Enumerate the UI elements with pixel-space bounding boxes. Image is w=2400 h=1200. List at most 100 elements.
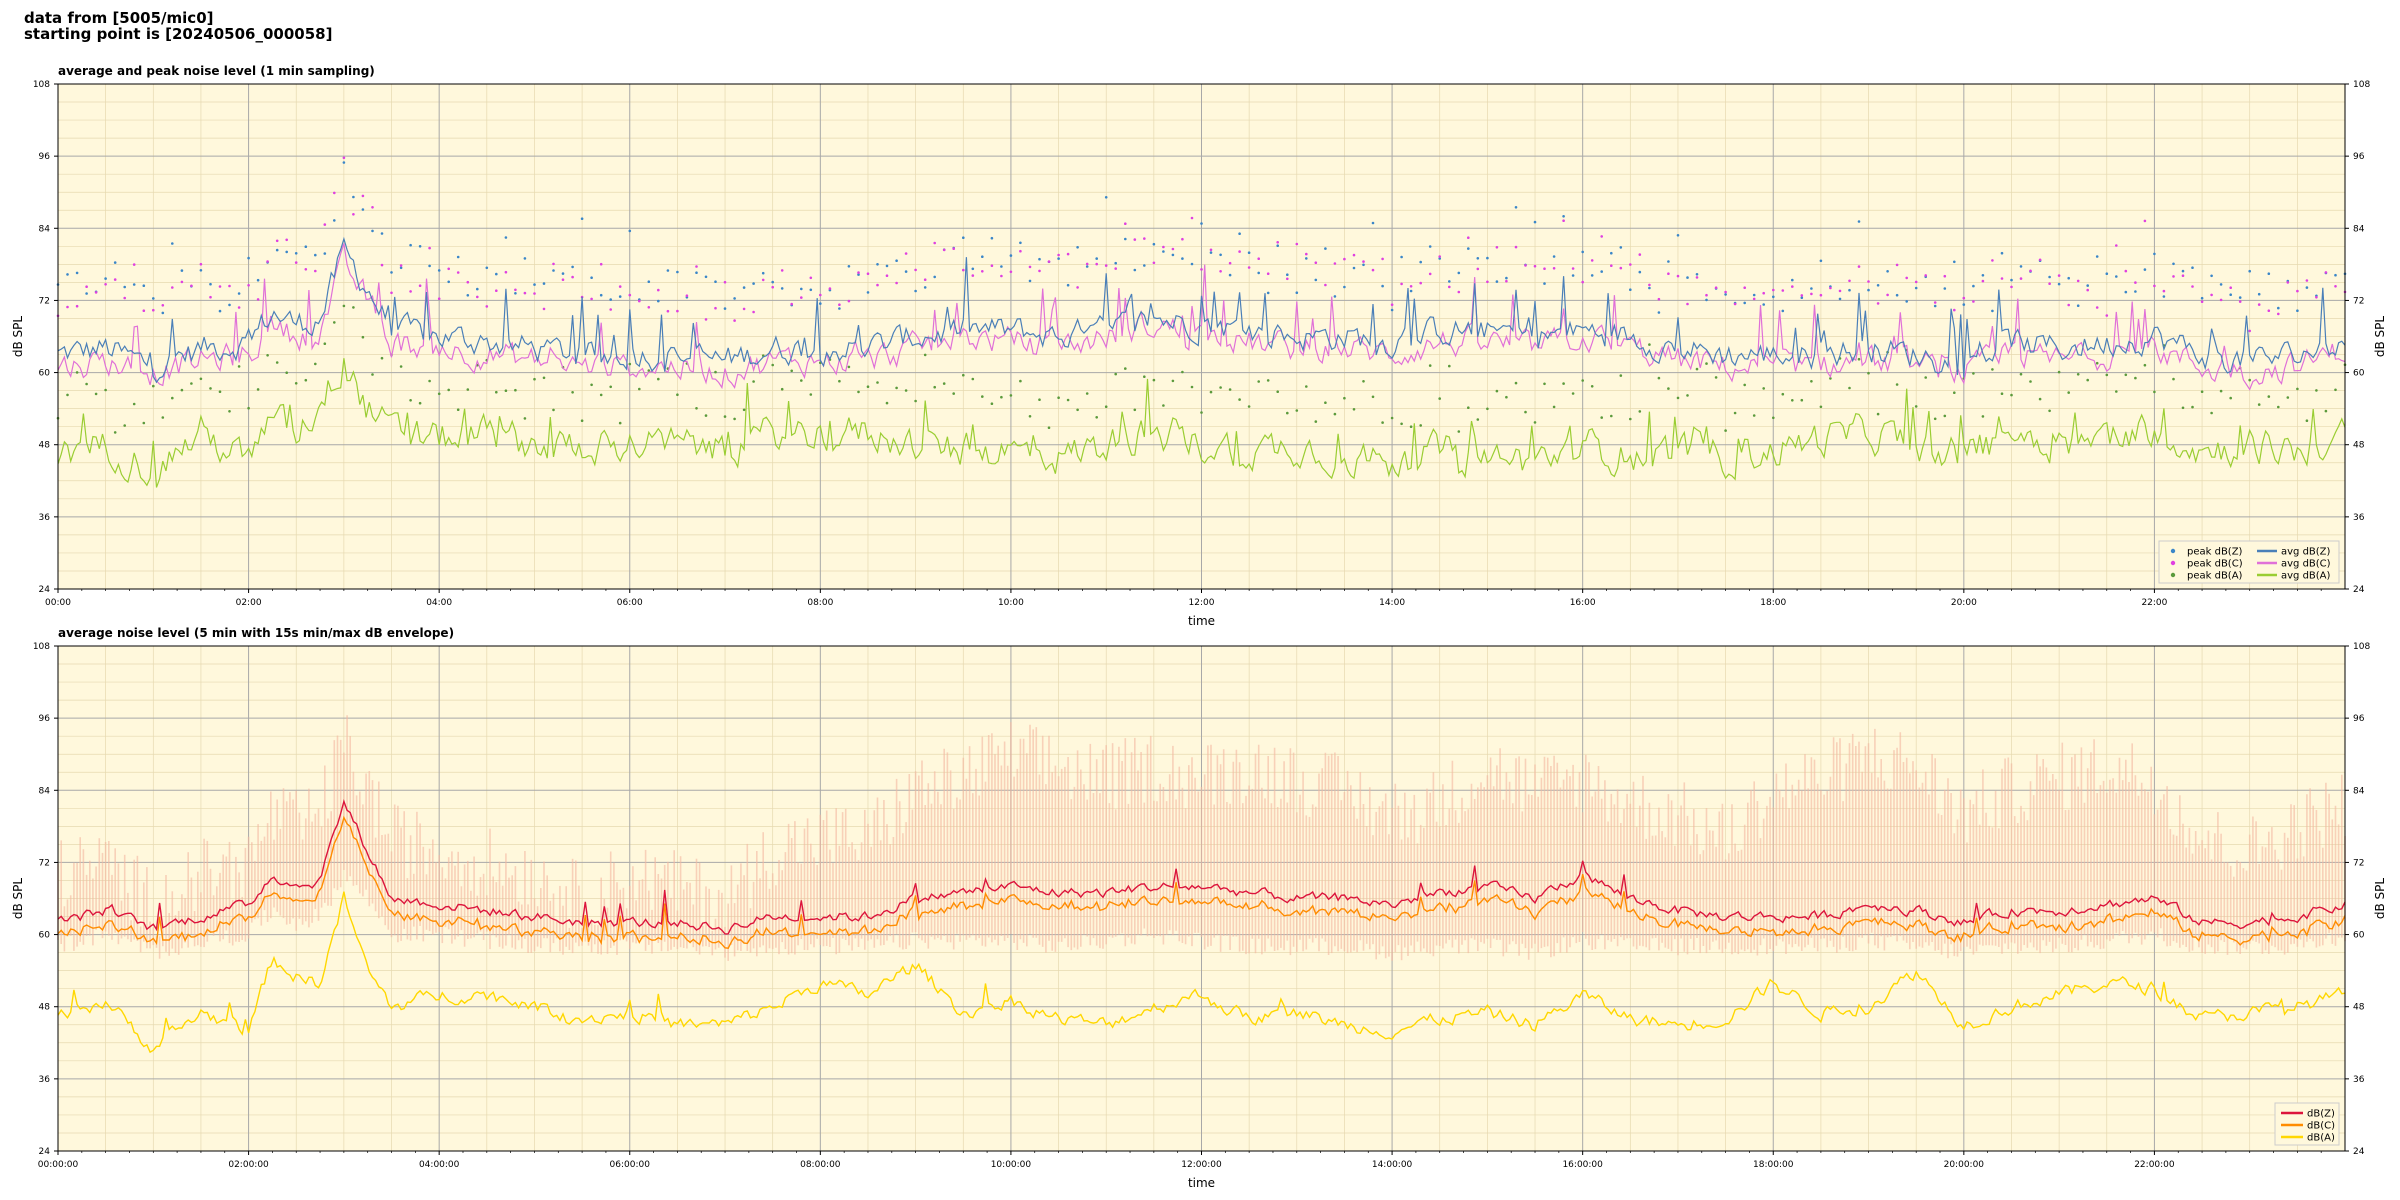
peak-c-dot [2086,288,2089,292]
peak-c-dot [1200,268,1203,271]
legend-label: peak dB(Z) [2187,547,2243,558]
peak-c-dot [933,241,936,245]
peak-z-dot [2277,306,2280,310]
peak-a-dot [304,378,308,382]
peak-c-dot [2057,274,2061,277]
peak-c-dot [1019,249,1022,253]
peak-z-dot [1371,221,1375,225]
peak-c-dot [981,270,984,273]
y-tick-label: 72 [39,858,50,868]
y-tick-label: 84 [39,786,51,796]
peak-z-dot [1457,271,1461,275]
peak-z-dot [1743,301,1746,305]
peak-z-dot [1362,263,1365,267]
peak-c-dot [1171,247,1175,251]
peak-z-dot [1000,265,1003,268]
legend-label: dB(Z) [2307,1109,2335,1120]
peak-a-dot [1228,388,1232,391]
peak-z-dot [800,287,803,291]
peak-c-dot [1695,276,1699,279]
peak-c-dot [780,269,784,272]
peak-z-dot [352,195,355,199]
peak-a-dot [857,390,860,394]
peak-z-dot [1133,268,1137,272]
peak-a-dot [142,421,146,425]
peak-c-dot [1600,235,1603,238]
peak-c-dot [218,285,222,288]
peak-z-dot [1705,298,1708,302]
peak-z-dot [275,248,279,252]
peak-a-dot [2029,380,2032,383]
peak-a-dot [1295,409,1299,412]
peak-c-dot [1219,270,1222,273]
legend-box [2158,540,2340,584]
peak-z-dot [2267,272,2271,276]
chart-title: average noise level (5 min with 15s min/… [58,626,454,640]
peak-z-dot [390,271,393,274]
peak-a-dot [628,362,632,366]
peak-z-dot [1933,304,1937,308]
peak-z-dot [981,255,984,258]
peak-z-dot [1962,303,1966,306]
peak-a-dot [580,419,584,423]
peak-a-dot [1095,416,1098,419]
peak-c-dot [1047,260,1051,263]
peak-c-dot [1724,290,1727,294]
peak-c-dot [1800,294,1804,297]
peak-z-dot [838,307,841,310]
peak-a-dot [2057,370,2061,374]
peak-a-dot [285,371,289,375]
peak-z-dot [2305,286,2309,289]
peak-z-dot [2048,275,2051,279]
peak-z-dot [2229,293,2232,297]
peak-z-dot [323,252,327,255]
y-tick-label-right: 72 [2353,296,2364,306]
chart-panel-2: 24 24 36 36 48 48 60 60 72 72 84 84 96 96 108 108 00:00:… [11,626,2387,1190]
peak-a-dot [904,389,908,392]
peak-a-dot [2067,391,2070,394]
peak-c-dot [819,293,822,297]
peak-a-dot [733,417,736,421]
peak-a-dot [2038,397,2042,401]
peak-a-dot [171,396,174,400]
peak-c-dot [352,213,355,216]
peak-z-dot [2000,251,2004,255]
peak-c-dot [1305,252,1308,256]
x-axis-label: time [1188,614,1215,628]
peak-c-dot [2324,271,2328,274]
peak-c-dot [666,309,670,313]
peak-z-dot [2334,273,2337,277]
peak-a-dot [914,399,917,403]
peak-c-dot [418,284,422,288]
peak-a-dot [1638,410,1642,413]
legend-label: dB(A) [2307,1133,2335,1144]
peak-z-dot [199,269,203,272]
peak-a-dot [1333,412,1337,416]
peak-z-dot [523,257,527,260]
peak-a-dot [104,388,107,392]
peak-c-dot [390,291,393,295]
peak-z-dot [1276,244,1279,247]
peak-c-dot [1524,264,1527,267]
peak-c-dot [1590,259,1594,262]
peak-a-dot [323,342,327,346]
peak-a-dot [1133,408,1137,412]
peak-z-dot [171,242,174,245]
peak-z-dot [1038,257,1041,261]
peak-c-dot [1057,253,1060,257]
peak-z-dot [1324,247,1327,250]
peak-z-dot [771,280,774,284]
y-tick-label-right: 60 [2353,369,2365,379]
peak-z-dot [1667,260,1670,263]
peak-z-dot [1200,222,1203,225]
peak-z-dot [1810,287,1813,290]
peak-z-dot [1619,246,1623,249]
peak-c-dot [1867,280,1870,283]
peak-z-dot [618,295,622,298]
peak-c-dot [1810,292,1813,296]
peak-z-dot [885,264,889,268]
x-tick-label: 20:00:00 [1944,1160,1985,1170]
peak-z-dot [1752,293,1756,297]
peak-a-dot [552,408,555,412]
peak-a-dot [1400,422,1403,426]
